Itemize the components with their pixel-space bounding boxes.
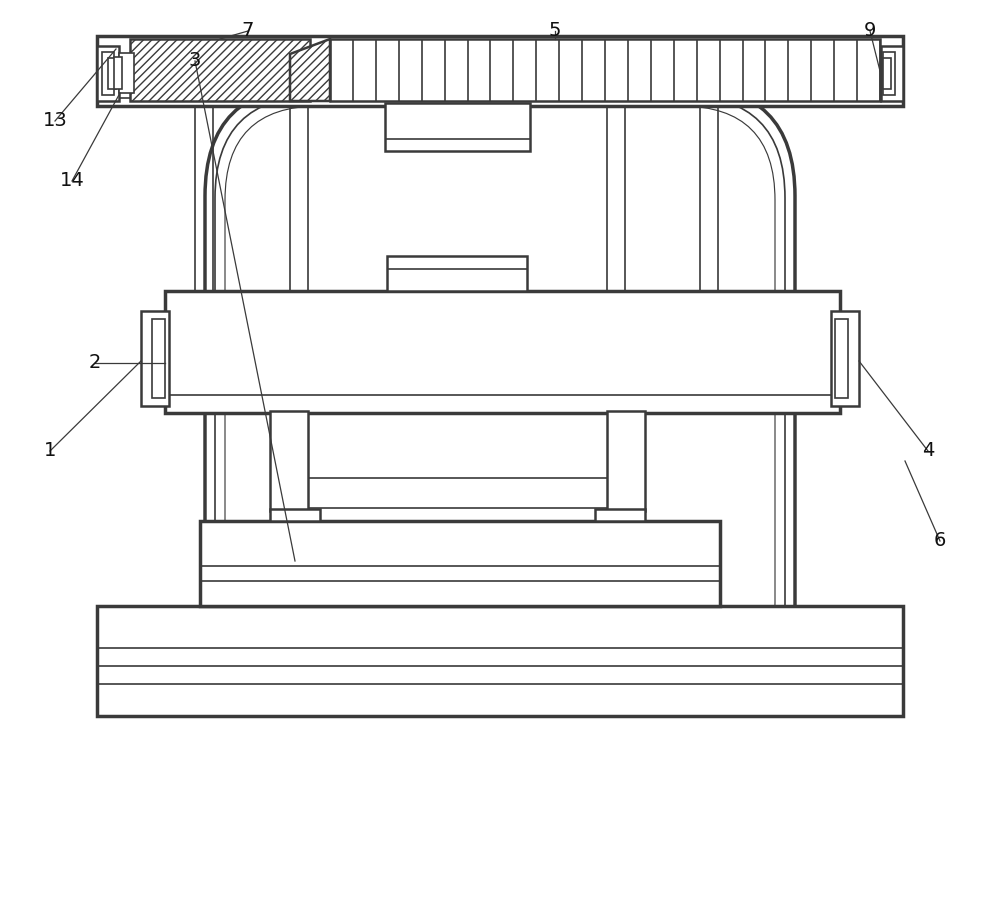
Text: 14: 14: [60, 171, 84, 190]
Text: 7: 7: [242, 22, 254, 41]
Bar: [102, 52, 114, 95]
Bar: [270, 509, 320, 521]
Bar: [114, 57, 122, 89]
Bar: [108, 58, 116, 89]
Text: 2: 2: [89, 353, 101, 372]
Text: 6: 6: [934, 532, 946, 551]
Bar: [97, 46, 119, 101]
Bar: [883, 52, 895, 95]
Bar: [97, 36, 903, 106]
Bar: [165, 291, 840, 413]
Text: 5: 5: [549, 22, 561, 41]
Text: 9: 9: [864, 22, 876, 41]
Bar: [152, 319, 165, 398]
Bar: [881, 46, 903, 101]
Bar: [387, 256, 527, 291]
Bar: [130, 39, 310, 101]
Text: 3: 3: [189, 51, 201, 70]
Bar: [295, 478, 620, 508]
Bar: [119, 53, 134, 93]
Bar: [595, 509, 645, 521]
Bar: [200, 521, 720, 606]
Bar: [97, 606, 903, 716]
Bar: [835, 319, 848, 398]
Bar: [270, 411, 308, 511]
Text: 4: 4: [922, 441, 934, 460]
Text: 13: 13: [43, 112, 67, 131]
Polygon shape: [290, 39, 330, 101]
Bar: [385, 103, 530, 151]
Bar: [831, 311, 859, 406]
Bar: [330, 39, 880, 101]
Bar: [141, 311, 169, 406]
Text: 1: 1: [44, 441, 56, 460]
Bar: [607, 411, 645, 511]
Bar: [883, 58, 891, 89]
